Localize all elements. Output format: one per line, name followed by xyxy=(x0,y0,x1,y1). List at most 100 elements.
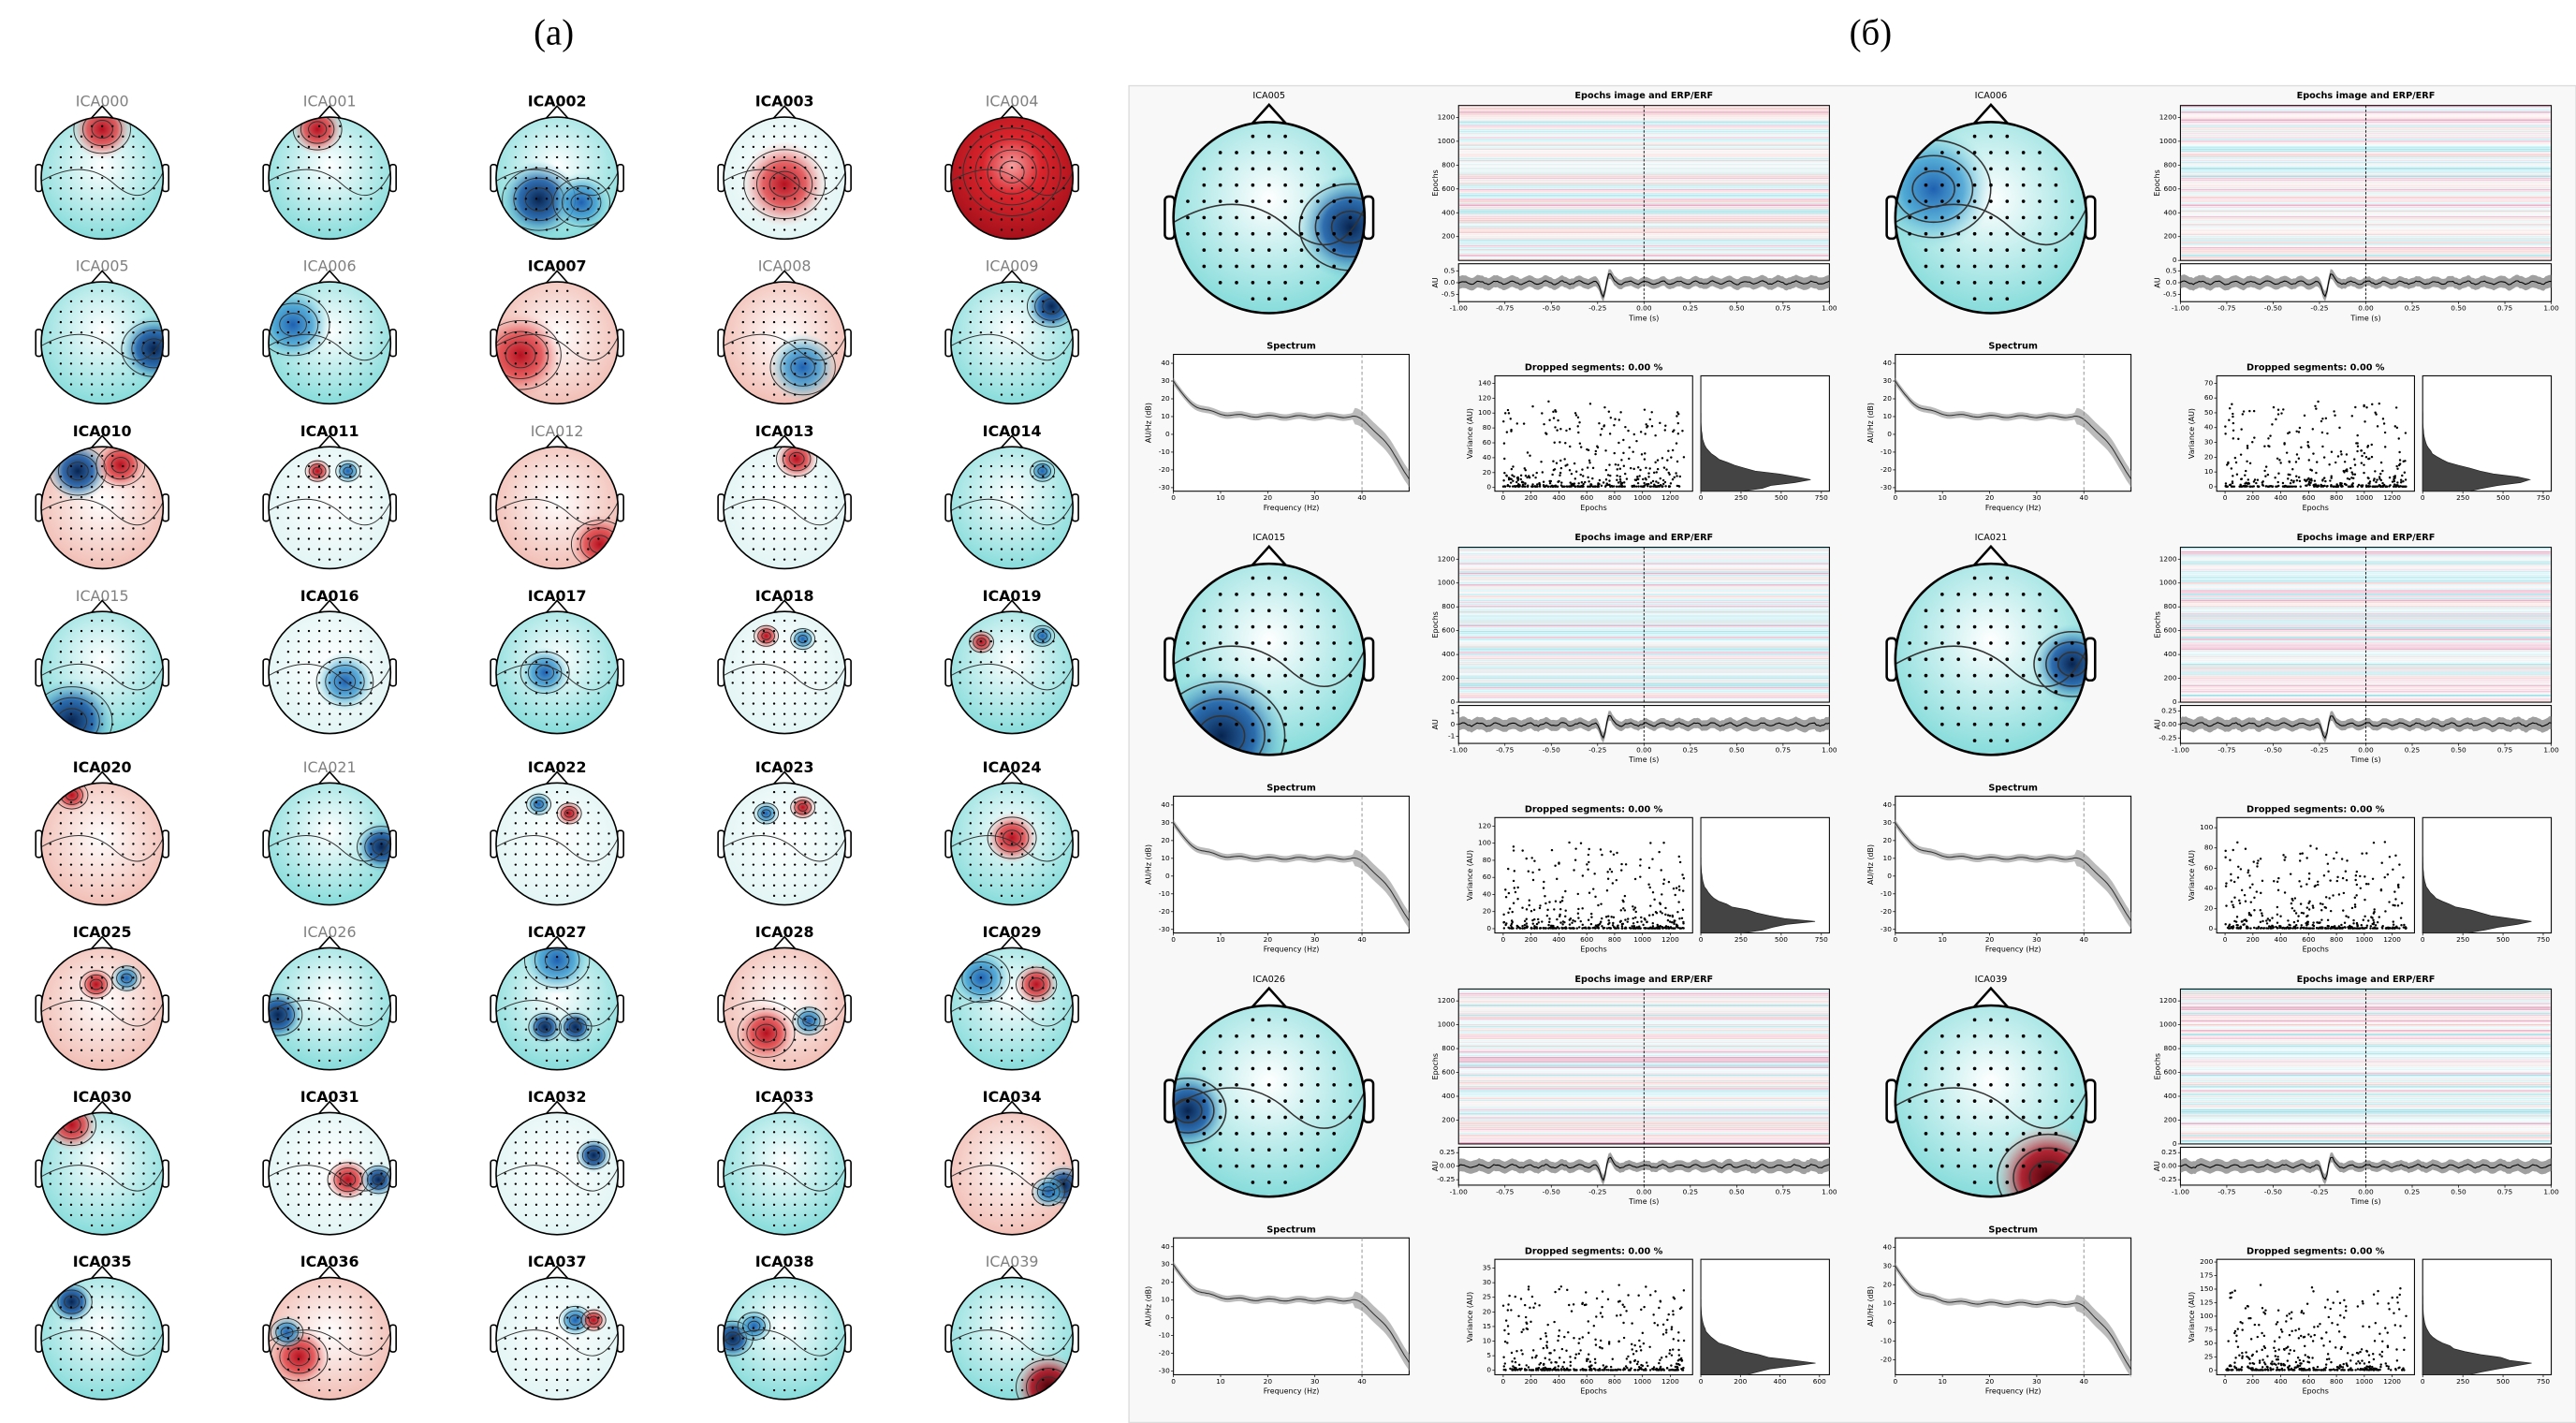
sensor xyxy=(566,1141,569,1144)
sensor xyxy=(132,1337,135,1340)
sensor xyxy=(69,362,73,365)
sensor xyxy=(804,475,807,478)
sensor xyxy=(959,682,961,684)
sensor xyxy=(1032,832,1034,835)
sensor xyxy=(1000,832,1003,835)
sensor xyxy=(1052,692,1055,695)
sensor xyxy=(804,873,807,876)
sensor xyxy=(587,464,590,468)
sensor xyxy=(1186,231,1190,236)
sensor xyxy=(587,976,590,979)
sensor xyxy=(90,558,94,561)
field-blob xyxy=(789,794,816,821)
sensor xyxy=(762,1327,766,1329)
sensor xyxy=(1010,506,1014,509)
sensor xyxy=(90,1203,94,1207)
sensor xyxy=(59,1316,63,1319)
sensor xyxy=(534,1007,538,1010)
variance-dot xyxy=(1599,433,1603,436)
sensor xyxy=(783,187,786,190)
sensor xyxy=(1052,166,1055,169)
sensor xyxy=(111,987,114,990)
sensor xyxy=(969,166,972,169)
sensor xyxy=(370,1203,373,1207)
sensor xyxy=(132,1038,135,1041)
sensor xyxy=(1924,248,1928,252)
sensor xyxy=(566,485,569,489)
sensor xyxy=(577,884,579,887)
sensor xyxy=(1010,362,1014,365)
sensor xyxy=(783,1296,786,1298)
sensor xyxy=(566,1131,569,1134)
sensor xyxy=(142,661,145,664)
sensor xyxy=(276,517,279,520)
sensor xyxy=(90,1296,94,1298)
sensor xyxy=(524,383,528,386)
sensor xyxy=(328,661,331,664)
sensor xyxy=(794,166,797,169)
sensor xyxy=(783,454,786,458)
sensor xyxy=(297,506,300,509)
sensor xyxy=(132,1193,135,1196)
sensor xyxy=(989,873,993,876)
sensor xyxy=(607,1327,610,1329)
sensor xyxy=(132,853,135,856)
sensor xyxy=(80,1049,83,1052)
sensor xyxy=(514,1347,518,1350)
sensor xyxy=(814,475,817,478)
sensor xyxy=(989,517,993,520)
sensor xyxy=(328,976,331,979)
sensor xyxy=(101,1316,104,1319)
sensor xyxy=(1235,215,1238,220)
sensor xyxy=(153,187,155,190)
variance-dot xyxy=(1602,481,1605,484)
sensor xyxy=(514,832,518,835)
sensor xyxy=(555,790,559,794)
sensor xyxy=(814,527,817,530)
sensor xyxy=(772,1162,776,1165)
sensor xyxy=(69,464,73,468)
sensor xyxy=(772,1018,776,1020)
sensor xyxy=(979,702,983,705)
sensor xyxy=(1032,155,1034,159)
variance-dot xyxy=(1648,418,1652,421)
sensor xyxy=(741,976,744,979)
sensor xyxy=(328,1131,331,1134)
sensor xyxy=(59,1368,63,1372)
scalp-blobs xyxy=(269,790,391,898)
sensor xyxy=(1052,330,1055,334)
contour xyxy=(962,127,1061,217)
sensor xyxy=(317,1141,321,1144)
sensor xyxy=(339,475,342,478)
sensor xyxy=(969,330,972,334)
variance-dot xyxy=(1534,476,1537,479)
sensor xyxy=(752,1038,755,1041)
sensor xyxy=(111,176,114,180)
sensor xyxy=(1000,1224,1003,1227)
sensor xyxy=(969,639,972,643)
sensor xyxy=(370,1357,373,1360)
sensor xyxy=(339,1007,342,1010)
variance-dot xyxy=(1655,480,1658,483)
sensor xyxy=(979,1172,983,1175)
sensor xyxy=(514,485,518,489)
sensor xyxy=(1052,1172,1055,1175)
sensor xyxy=(524,812,528,814)
sensor xyxy=(577,1141,579,1144)
sensor xyxy=(132,145,135,149)
variance-dot xyxy=(1594,452,1597,456)
sensor xyxy=(804,629,807,633)
sensor xyxy=(142,1007,145,1010)
sensor xyxy=(286,1007,290,1010)
sensor xyxy=(979,1141,983,1144)
contour xyxy=(357,826,391,869)
sensor xyxy=(339,228,342,231)
sensor xyxy=(370,330,373,334)
sensor xyxy=(328,342,331,345)
sensor xyxy=(752,1193,755,1196)
sensor xyxy=(794,800,797,804)
sensor xyxy=(979,692,983,695)
scalp-blobs xyxy=(723,790,846,898)
sensor xyxy=(524,692,528,695)
sensor xyxy=(1042,800,1045,804)
